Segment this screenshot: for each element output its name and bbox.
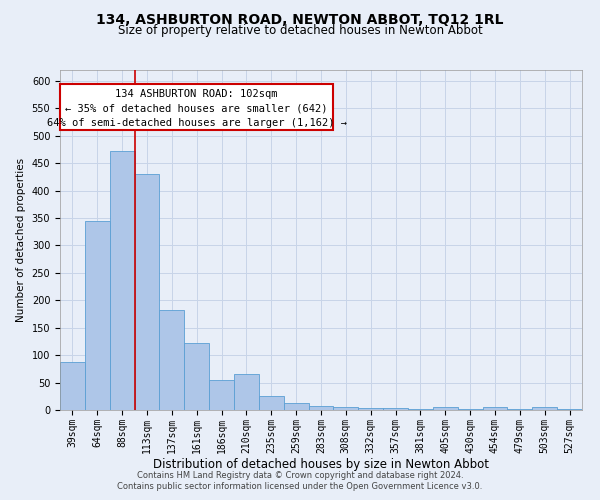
Text: 134 ASHBURTON ROAD: 102sqm: 134 ASHBURTON ROAD: 102sqm bbox=[115, 89, 278, 99]
Bar bbox=[532, 408, 557, 410]
Bar bbox=[334, 408, 358, 410]
FancyBboxPatch shape bbox=[60, 84, 334, 130]
X-axis label: Distribution of detached houses by size in Newton Abbot: Distribution of detached houses by size … bbox=[153, 458, 489, 471]
Bar bbox=[383, 408, 408, 410]
Text: Contains HM Land Registry data © Crown copyright and database right 2024.: Contains HM Land Registry data © Crown c… bbox=[137, 471, 463, 480]
Bar bbox=[110, 151, 134, 410]
Text: ← 35% of detached houses are smaller (642): ← 35% of detached houses are smaller (64… bbox=[65, 104, 328, 114]
Text: Size of property relative to detached houses in Newton Abbot: Size of property relative to detached ho… bbox=[118, 24, 482, 37]
Bar bbox=[85, 221, 110, 410]
Text: 134, ASHBURTON ROAD, NEWTON ABBOT, TQ12 1RL: 134, ASHBURTON ROAD, NEWTON ABBOT, TQ12 … bbox=[96, 12, 504, 26]
Text: 64% of semi-detached houses are larger (1,162) →: 64% of semi-detached houses are larger (… bbox=[47, 118, 347, 128]
Bar bbox=[234, 374, 259, 410]
Bar bbox=[308, 406, 334, 410]
Text: Contains public sector information licensed under the Open Government Licence v3: Contains public sector information licen… bbox=[118, 482, 482, 491]
Bar bbox=[358, 408, 383, 410]
Bar bbox=[482, 408, 508, 410]
Bar bbox=[60, 362, 85, 410]
Bar bbox=[284, 404, 308, 410]
Bar bbox=[184, 343, 209, 410]
Bar bbox=[433, 408, 458, 410]
Bar bbox=[134, 174, 160, 410]
Bar bbox=[259, 396, 284, 410]
Bar bbox=[160, 310, 184, 410]
Y-axis label: Number of detached properties: Number of detached properties bbox=[16, 158, 26, 322]
Bar bbox=[209, 380, 234, 410]
